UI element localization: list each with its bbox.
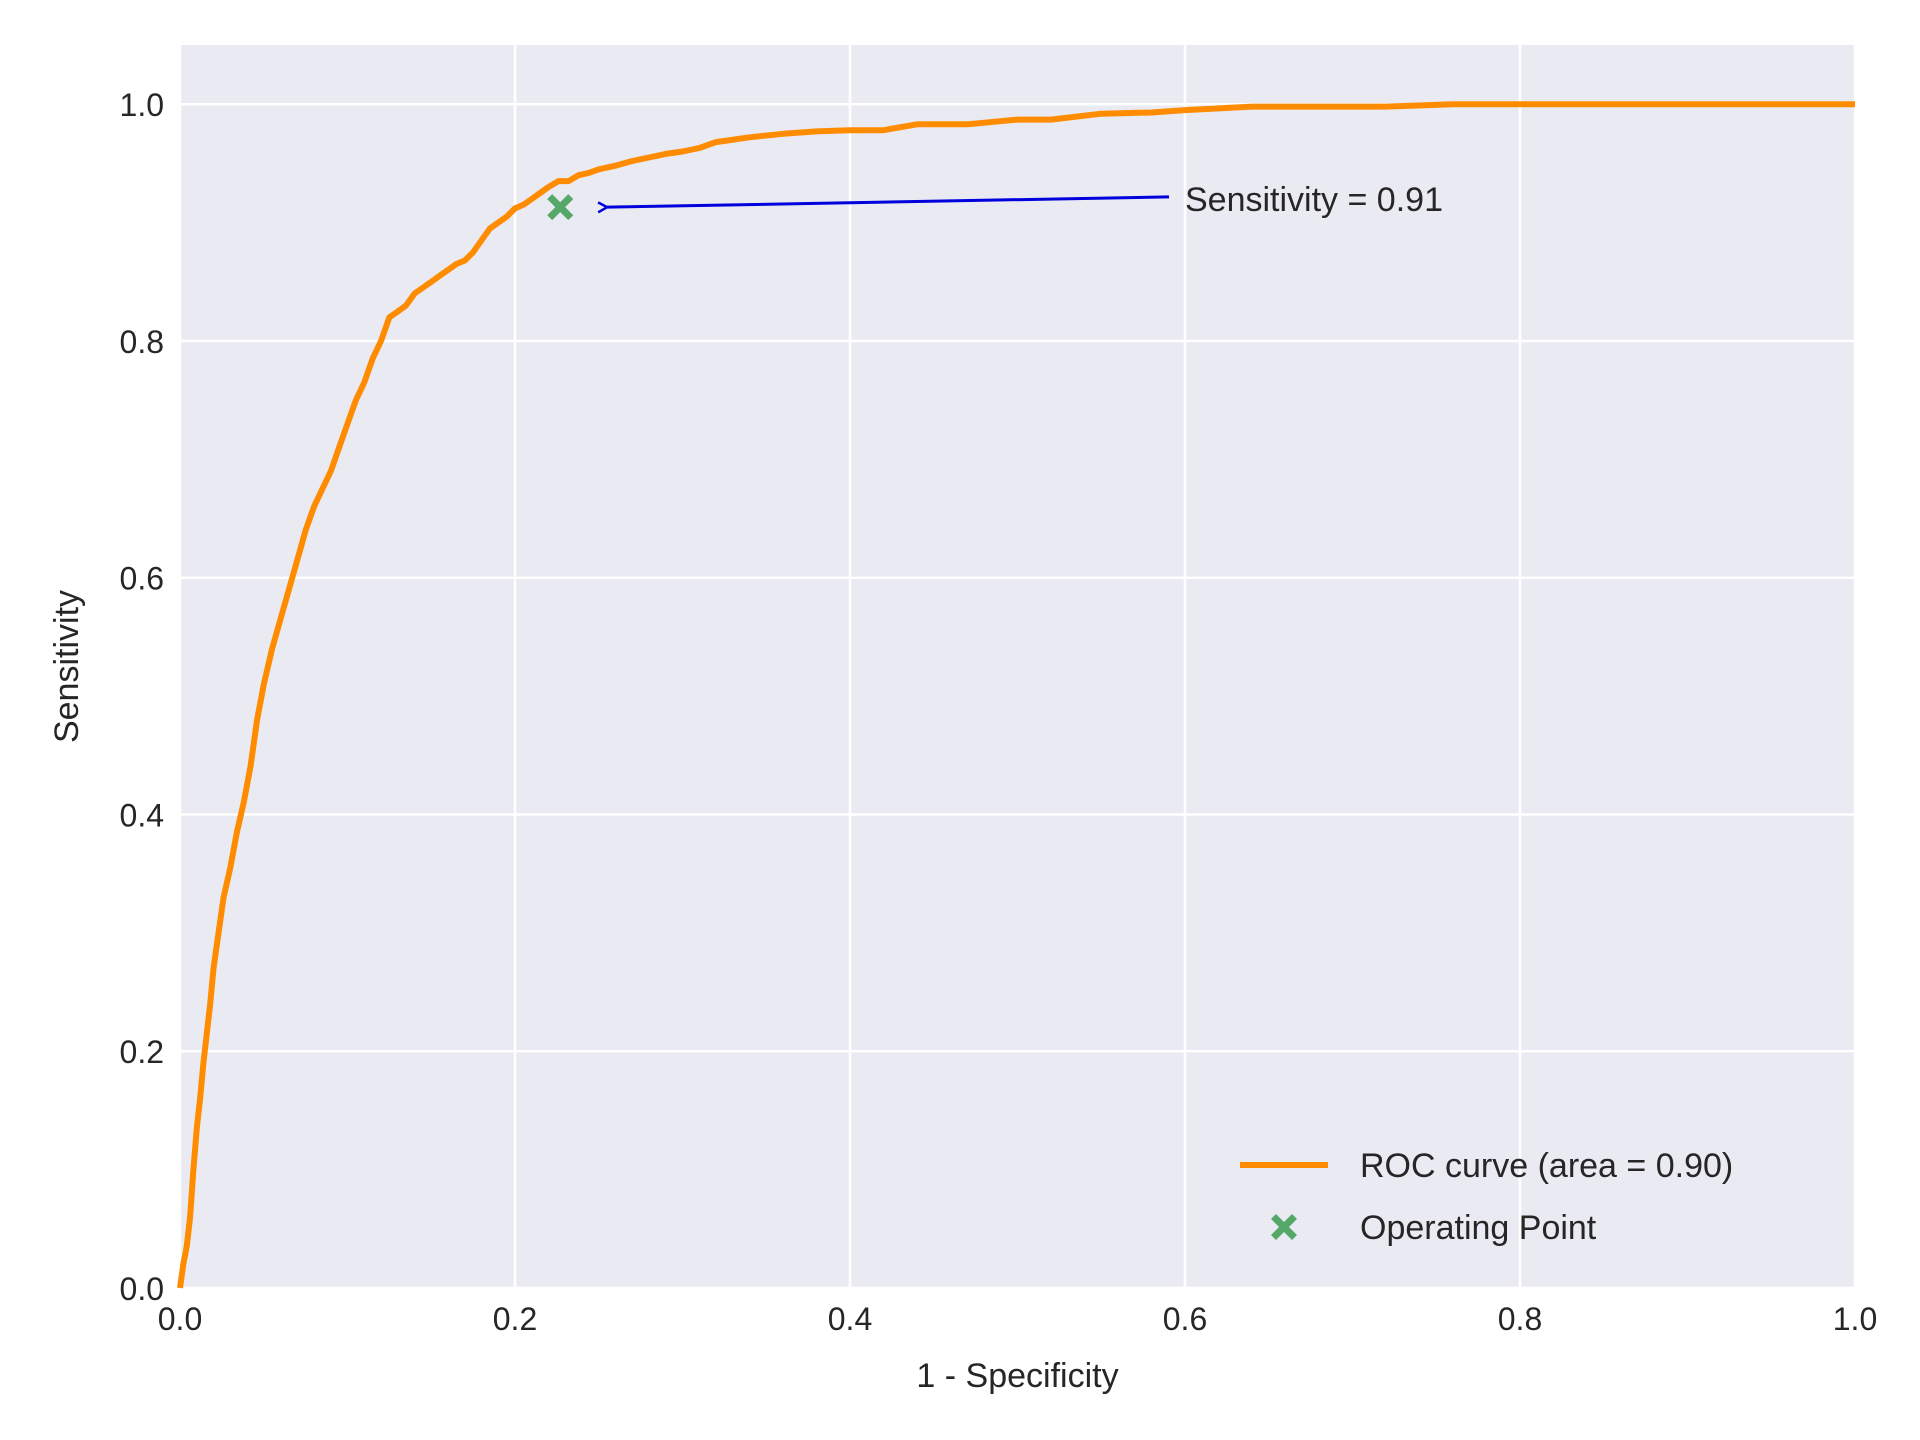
x-tick-label: 0.2 [493,1301,537,1337]
plot-area [180,45,1855,1288]
x-tick-label: 1.0 [1833,1301,1877,1337]
roc-curve-line [177,101,1855,1289]
x-tick-label: 0.4 [828,1301,872,1337]
tick-labels: 0.0 0.2 0.4 0.6 0.8 1.0 0.0 0.2 0.4 0.6 0.8 1.0 [120,87,1878,1337]
legend-entry-label: Operating Point [1360,1209,1597,1247]
x-tick-label: 0.8 [1498,1301,1542,1337]
x-axis-label: 1 - Specificity [916,1357,1118,1395]
legend-entry-label: ROC curve (area = 0.90) [1360,1147,1733,1185]
annotation-arrow [607,195,1170,207]
x-tick-label: 0.0 [158,1301,202,1337]
grid-lines [178,45,1857,1290]
y-tick-label: 1.0 [120,87,164,123]
y-tick-label: 0.2 [120,1034,164,1070]
y-tick-label: 0.8 [120,324,164,360]
y-tick-label: 0.4 [120,797,164,833]
x-tick-label: 0.6 [1163,1301,1207,1337]
legend-marker-operating-point [1271,1214,1297,1240]
y-tick-label: 0.6 [120,561,164,597]
annotation-text: Sensitivity = 0.91 [1185,181,1443,219]
y-tick-label: 0.0 [120,1271,164,1307]
series-layer [177,101,1855,1289]
y-axis-label: Sensitivity [48,590,86,743]
legend: ROC curve (area = 0.90) Operating Point [1240,1147,1733,1247]
operating-point-marker [547,194,574,221]
annotation-layer: Sensitivity = 0.91 [607,181,1443,219]
